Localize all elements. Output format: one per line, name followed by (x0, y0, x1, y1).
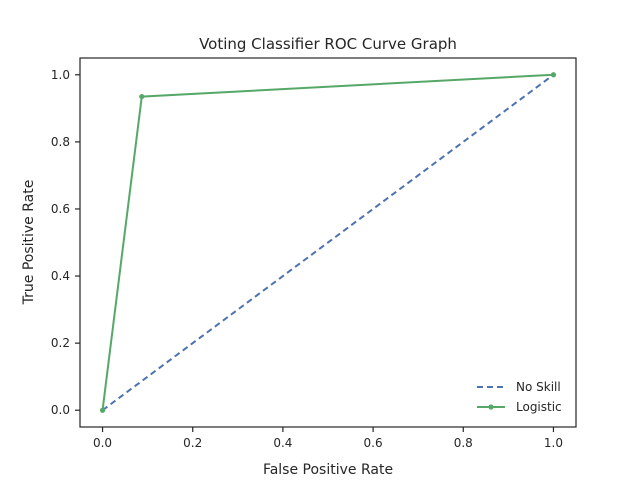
legend-label-1: Logistic (516, 400, 562, 414)
x-tick-label-2: 0.4 (273, 436, 292, 450)
x-tick-label-3: 0.6 (364, 436, 383, 450)
y-tick-label-5: 1.0 (51, 68, 70, 82)
y-axis-label: True Positive Rate (21, 180, 37, 306)
series-point-1-0 (99, 407, 106, 413)
y-tick-label-1: 0.2 (51, 336, 70, 350)
y-tick-label-0: 0.0 (51, 403, 70, 417)
x-axis-ticks: 0.0 0.2 0.4 0.6 0.8 1.0 (93, 427, 563, 450)
series-line-0 (101, 73, 555, 412)
x-tick-label-5: 1.0 (544, 436, 563, 450)
x-axis-label: False Positive Rate (263, 462, 393, 478)
legend-label-0: No Skill (516, 380, 561, 394)
legend-marker-1 (488, 404, 494, 410)
series-point-1-1 (139, 93, 145, 100)
y-tick-label-2: 0.4 (51, 269, 70, 283)
chart-legend: No Skill Logistic (477, 380, 562, 414)
y-tick-label-4: 0.8 (51, 135, 70, 149)
chart-title: Voting Classifier ROC Curve Graph (199, 35, 457, 53)
x-tick-label-1: 0.2 (183, 436, 202, 450)
x-tick-label-4: 0.8 (454, 436, 473, 450)
series-point-1-2 (550, 72, 557, 78)
y-axis-ticks: 0.0 0.2 0.4 0.6 0.8 1.0 (51, 68, 80, 417)
y-tick-label-3: 0.6 (51, 202, 70, 216)
series-layer (99, 72, 557, 413)
x-tick-label-0: 0.0 (93, 436, 112, 450)
